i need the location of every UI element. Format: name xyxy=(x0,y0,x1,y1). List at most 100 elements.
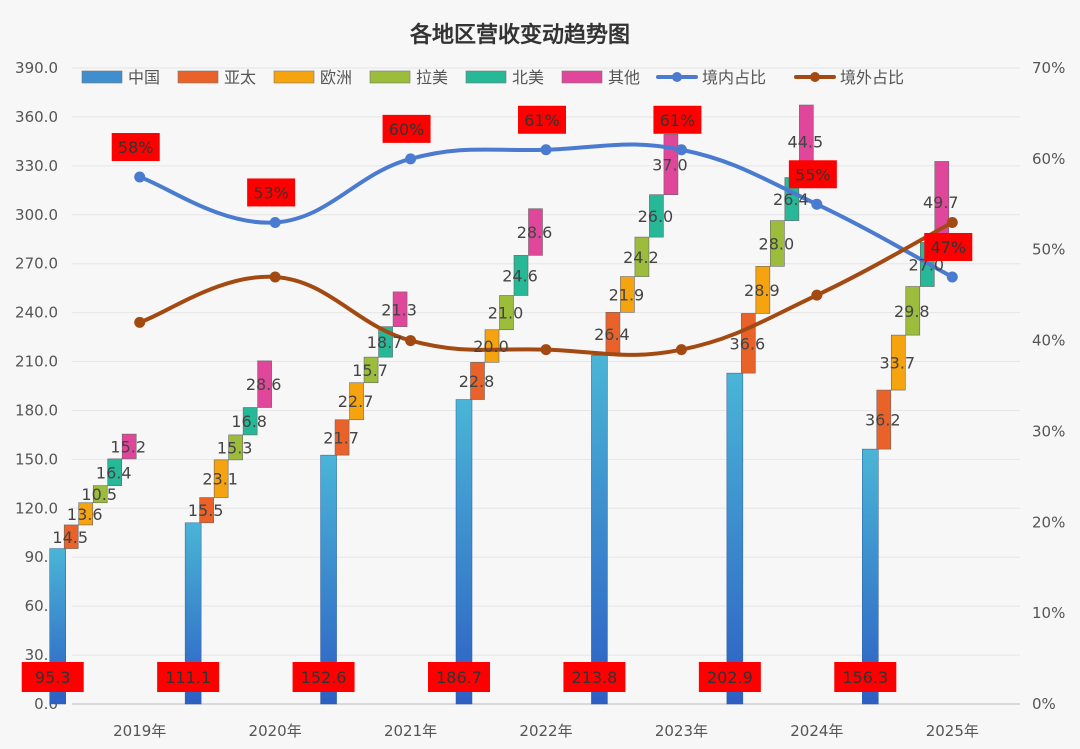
y-tick-label: 390.0 xyxy=(15,59,58,77)
segment-data-label: 15.5 xyxy=(188,501,224,520)
segment-data-label: 15.3 xyxy=(217,438,253,457)
china-label-box xyxy=(21,662,84,692)
ratio-label-box xyxy=(653,105,702,134)
bar-4-segment xyxy=(242,407,258,436)
bar-china xyxy=(862,448,879,705)
labels-group: 95.3 14.5 13.610.5 16.4 15.2 111.1 15.5 23.1 15.… xyxy=(21,105,973,692)
segment-data-label: 26.4 xyxy=(773,190,809,209)
line-point xyxy=(675,344,687,356)
legend-label: 北美 xyxy=(512,68,544,87)
x-tick-label: 2020年 xyxy=(249,722,302,740)
y-tick-label: 300.0 xyxy=(15,206,58,224)
segment-data-label: 29.8 xyxy=(894,302,930,321)
bar-2-segment xyxy=(620,276,635,313)
y2-tick-label: 30% xyxy=(1032,422,1065,440)
segment-data-label: 10.5 xyxy=(81,485,117,504)
legend-line-marker xyxy=(810,72,820,82)
segment-data-label: 28.9 xyxy=(744,281,780,300)
bar-3-segment xyxy=(363,356,379,384)
line-point xyxy=(811,289,823,301)
bar-1-segment xyxy=(334,419,350,456)
y2-tick-label: 40% xyxy=(1032,332,1065,350)
segment-data-label: 21.0 xyxy=(488,304,524,323)
y2-tick-label: 50% xyxy=(1032,241,1065,259)
bar-china xyxy=(726,372,744,705)
ratio-label-box xyxy=(111,133,160,162)
lines-group xyxy=(134,142,958,357)
segment-data-label: 21.3 xyxy=(381,300,417,319)
chart-title: 各地区营收变动趋势图 xyxy=(409,22,630,48)
segment-data-label: 26.0 xyxy=(638,207,674,226)
legend-swatch xyxy=(465,70,507,84)
y-tick-label: 180.0 xyxy=(15,401,58,419)
bar-4-segment xyxy=(649,194,664,238)
segment-data-label: 26.4 xyxy=(594,325,630,344)
bar-1-segment xyxy=(876,389,892,450)
segment-data-label: 14.5 xyxy=(52,528,88,547)
ratio-label-box xyxy=(518,105,566,134)
y-tick-label: 360.0 xyxy=(15,108,58,126)
line-point xyxy=(946,271,958,283)
china-data-label: 95.3 xyxy=(35,668,71,687)
segment-data-label: 44.5 xyxy=(788,132,824,151)
bar-china xyxy=(591,355,608,705)
x-tick-label: 2023年 xyxy=(655,722,708,740)
line-point xyxy=(811,198,823,210)
china-data-label: 156.3 xyxy=(842,668,888,687)
bar-4-segment xyxy=(107,458,123,486)
line-point xyxy=(675,144,687,156)
legend: 中国 亚太 欧洲 拉美 北美 其他 境内占比 境外占比 xyxy=(81,68,904,87)
segment-data-label: 37.0 xyxy=(652,156,688,175)
segment-data-label: 24.6 xyxy=(502,266,538,285)
ratio-label-box xyxy=(382,114,431,143)
legend-label: 中国 xyxy=(128,68,160,87)
x-tick-label: 2022年 xyxy=(519,722,572,740)
legend-label: 欧洲 xyxy=(320,68,352,87)
bar-3-segment xyxy=(92,485,108,504)
bar-china xyxy=(320,454,337,705)
line-point xyxy=(269,216,281,228)
segment-data-label: 20.0 xyxy=(473,337,509,356)
segment-data-label: 28.6 xyxy=(517,223,553,242)
y2-tick-label: 60% xyxy=(1032,150,1065,168)
y2-tick-label: 20% xyxy=(1032,513,1065,531)
bar-1-segment xyxy=(199,497,214,524)
segment-data-label: 15.7 xyxy=(352,361,388,380)
ratio-data-label: 58% xyxy=(118,138,154,157)
china-label-box xyxy=(428,662,490,692)
bar-2-segment xyxy=(213,459,229,498)
segment-data-label: 22.8 xyxy=(459,372,495,391)
y-tick-label: 210.0 xyxy=(15,353,58,371)
ratio-data-label: 55% xyxy=(795,165,831,184)
legend-swatch xyxy=(177,70,219,84)
bar-3-segment xyxy=(905,286,921,336)
line-point xyxy=(269,271,281,283)
ratio-data-label: 61% xyxy=(660,111,696,130)
bar-2-segment xyxy=(755,266,771,314)
bar-5-segment xyxy=(257,360,272,408)
bar-3-segment xyxy=(770,220,785,267)
segment-data-label: 13.6 xyxy=(67,505,103,524)
y-tick-label: 240.0 xyxy=(15,304,58,322)
y-tick-label: 150.0 xyxy=(15,450,58,468)
china-data-label: 186.7 xyxy=(436,668,482,687)
china-data-label: 152.6 xyxy=(301,668,347,687)
china-data-label: 202.9 xyxy=(707,668,753,687)
ratio-label-box xyxy=(247,178,296,207)
legend-line-marker xyxy=(672,72,682,82)
segment-data-label: 36.2 xyxy=(865,411,901,430)
china-label-box xyxy=(698,662,761,692)
bar-2-segment xyxy=(349,382,364,421)
y2-tick-label: 10% xyxy=(1032,604,1065,622)
bar-5-segment xyxy=(121,433,137,460)
china-data-label: 111.1 xyxy=(165,668,211,687)
x-tick-label: 2024年 xyxy=(790,722,843,740)
x-tick-label: 2025年 xyxy=(926,722,979,740)
segment-data-label: 21.9 xyxy=(609,285,645,304)
bar-3-segment xyxy=(499,295,514,331)
bar-3-segment xyxy=(634,236,650,277)
segment-data-label: 23.1 xyxy=(202,470,238,489)
bar-2-segment xyxy=(890,334,906,391)
bar-1-segment xyxy=(470,362,485,400)
